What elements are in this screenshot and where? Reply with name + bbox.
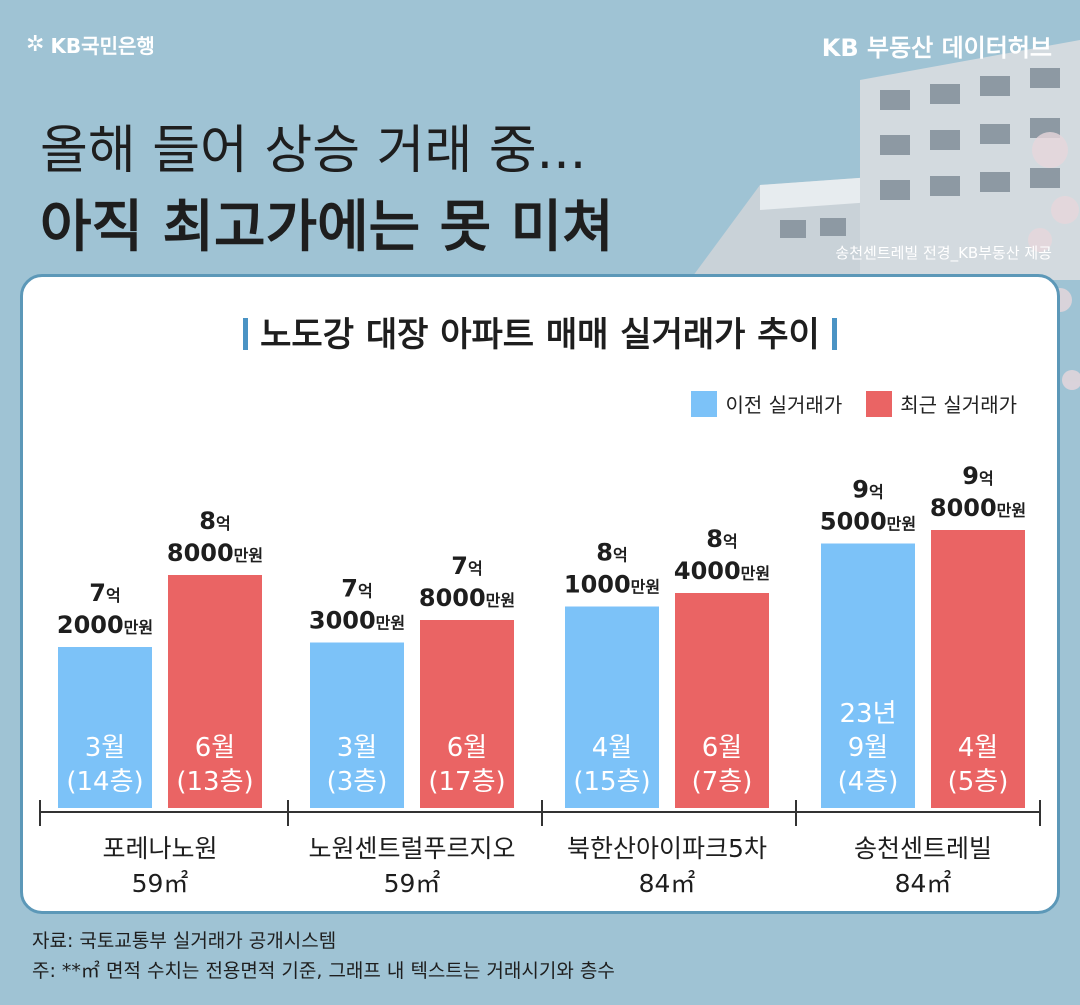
bar-previous-3 — [821, 543, 915, 808]
headline-line2: 아직 최고가에는 못 미쳐 — [40, 195, 614, 260]
chart-legend: 이전 실거래가 최근 실거래가 — [691, 389, 1017, 418]
value-label-man: 1000만원 — [564, 571, 660, 599]
value-label-eok: 8억 — [596, 539, 627, 567]
headline-line1: 올해 들어 상승 거래 중... — [40, 121, 587, 181]
kb-bank-logo: ✲ KB국민은행 — [26, 30, 155, 59]
category-label-name: 노원센트럴푸르지오 — [308, 834, 515, 863]
footer-note: 주: **㎡ 면적 수치는 전용면적 기준, 그래프 내 텍스트는 거래시기와 … — [32, 960, 615, 982]
bar-inner-label: 4월 — [958, 733, 998, 763]
value-label-eok: 9억 — [852, 476, 883, 504]
value-label-eok: 9억 — [962, 462, 993, 490]
value-label-eok: 8억 — [199, 507, 230, 535]
bar-inner-label: (3층) — [327, 767, 388, 797]
value-label-eok: 7억 — [89, 579, 120, 607]
value-label-man: 2000만원 — [57, 611, 153, 639]
value-label-man: 4000만원 — [674, 557, 770, 585]
chart-title-row: 노도강 대장 아파트 매매 실거래가 추이 — [23, 307, 1057, 356]
footer-source: 자료: 국토교통부 실거래가 공개시스템 — [32, 930, 337, 952]
bar-inner-label: (15층) — [573, 767, 650, 797]
legend-label-recent: 최근 실거래가 — [900, 393, 1017, 417]
value-label-man: 8000만원 — [930, 494, 1026, 522]
legend-label-previous: 이전 실거래가 — [725, 393, 843, 417]
bar-recent-2 — [675, 593, 769, 808]
bar-inner-label: 3월 — [85, 733, 125, 763]
bar-inner-label: (5층) — [948, 767, 1009, 797]
legend-swatch-recent — [866, 390, 893, 417]
value-label-eok: 8억 — [706, 525, 737, 553]
footer: 자료: 국토교통부 실거래가 공개시스템 주: **㎡ 면적 수치는 전용면적 … — [32, 926, 615, 986]
value-label-man: 8000만원 — [167, 539, 263, 567]
bar-previous-0 — [58, 647, 152, 808]
bar-inner-label: 6월 — [447, 733, 487, 763]
bar-inner-label: 9월 — [848, 733, 888, 763]
category-label-area: 59㎡ — [384, 869, 441, 898]
value-label-man: 5000만원 — [820, 508, 916, 536]
bar-inner-label: (7층) — [692, 767, 753, 797]
bar-recent-0 — [168, 575, 262, 808]
category-label-area: 84㎡ — [895, 869, 952, 898]
bar-previous-1 — [310, 642, 404, 808]
category-label-name: 포레나노원 — [102, 834, 217, 863]
bar-inner-label: 4월 — [592, 733, 632, 763]
bar-recent-1 — [420, 620, 514, 808]
bar-inner-label: (4층) — [838, 767, 899, 797]
title-bar-right — [831, 318, 837, 350]
bar-inner-label: (13층) — [176, 767, 253, 797]
value-label-eok: 7억 — [341, 575, 372, 603]
bar-inner-label: (17층) — [428, 767, 505, 797]
value-label-man: 3000만원 — [309, 607, 405, 635]
bar-recent-3 — [931, 530, 1025, 808]
legend-swatch-previous — [691, 390, 718, 417]
bar-inner-label: 6월 — [195, 733, 235, 763]
kb-bank-logo-text: KB국민은행 — [50, 34, 155, 58]
category-label-area: 59㎡ — [132, 869, 189, 898]
chart-title: 노도강 대장 아파트 매매 실거래가 추이 — [260, 315, 820, 355]
category-label-name: 송천센트레빌 — [854, 834, 992, 863]
bar-inner-label: 6월 — [702, 733, 742, 763]
bar-inner-label: (14층) — [66, 767, 143, 797]
value-label-man: 8000만원 — [419, 584, 515, 612]
category-label-name: 북한산아이파크5차 — [567, 834, 767, 863]
bar-inner-label: 3월 — [337, 733, 377, 763]
category-label-area: 84㎡ — [639, 869, 696, 898]
value-label-eok: 7억 — [451, 552, 482, 580]
photo-caption: 송천센트레빌 전경_KB부동산 제공 — [835, 244, 1052, 262]
bar-inner-label: 23년 — [839, 699, 896, 729]
kb-star-icon: ✲ — [26, 32, 45, 57]
kb-real-estate-hub-logo: KB 부동산 데이터허브 — [821, 34, 1052, 62]
title-bar-left — [243, 318, 249, 350]
bar-previous-2 — [565, 606, 659, 808]
